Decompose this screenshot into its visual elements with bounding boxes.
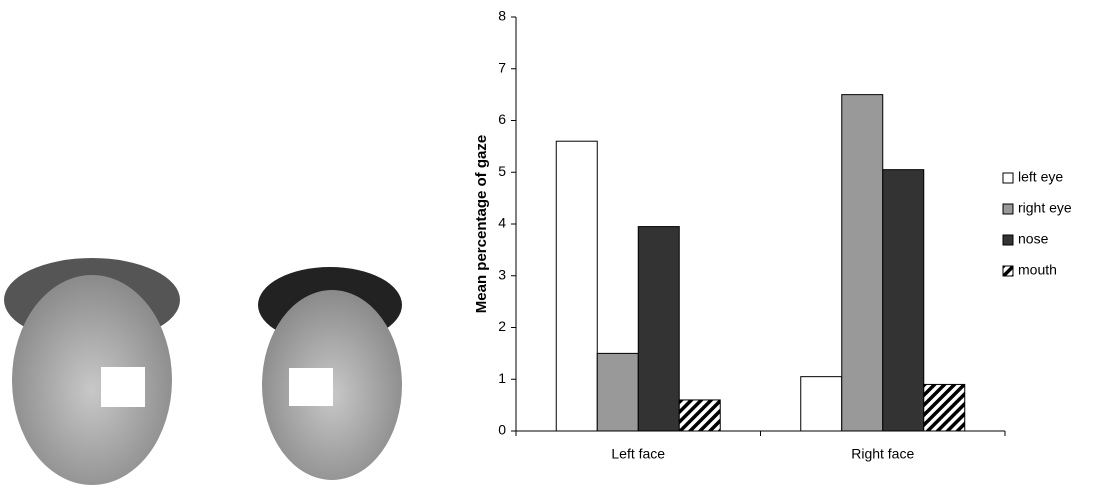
plot: 0 1 2 3 4 5 6 7 8 Left face Right face left eye righ… [498, 8, 1072, 462]
bar [596, 352, 639, 432]
y-tick-label: 7 [498, 59, 506, 75]
bar [882, 169, 925, 432]
legend-label: right eye [1018, 200, 1072, 216]
legend-label: left eye [1018, 169, 1063, 185]
bar [637, 226, 680, 432]
right-face-photo [258, 267, 402, 480]
y-tick-label: 2 [498, 318, 506, 334]
bar [841, 94, 884, 432]
left-face-photo [4, 258, 180, 485]
legend-swatch [1002, 265, 1014, 277]
legend-swatch [1002, 172, 1014, 184]
bar [678, 399, 721, 432]
bar [555, 140, 598, 432]
x-tick-label: Left face [611, 446, 665, 462]
y-tick-label: 0 [498, 422, 506, 438]
y-tick-label: 5 [498, 163, 506, 179]
legend-label: mouth [1018, 262, 1057, 278]
legend-swatch [1002, 203, 1014, 215]
y-tick-label: 1 [498, 370, 506, 386]
x-tick-label: Right face [851, 446, 914, 462]
legend-swatch [1002, 234, 1014, 246]
y-tick-label: 6 [498, 111, 506, 127]
y-axis-label: Mean percentage of gaze [473, 135, 490, 313]
y-tick-label: 3 [498, 266, 506, 282]
bar [800, 376, 843, 432]
legend-label: nose [1018, 231, 1049, 247]
bar [923, 383, 966, 432]
y-tick-label: 4 [498, 215, 506, 231]
y-tick-label: 8 [498, 8, 506, 24]
